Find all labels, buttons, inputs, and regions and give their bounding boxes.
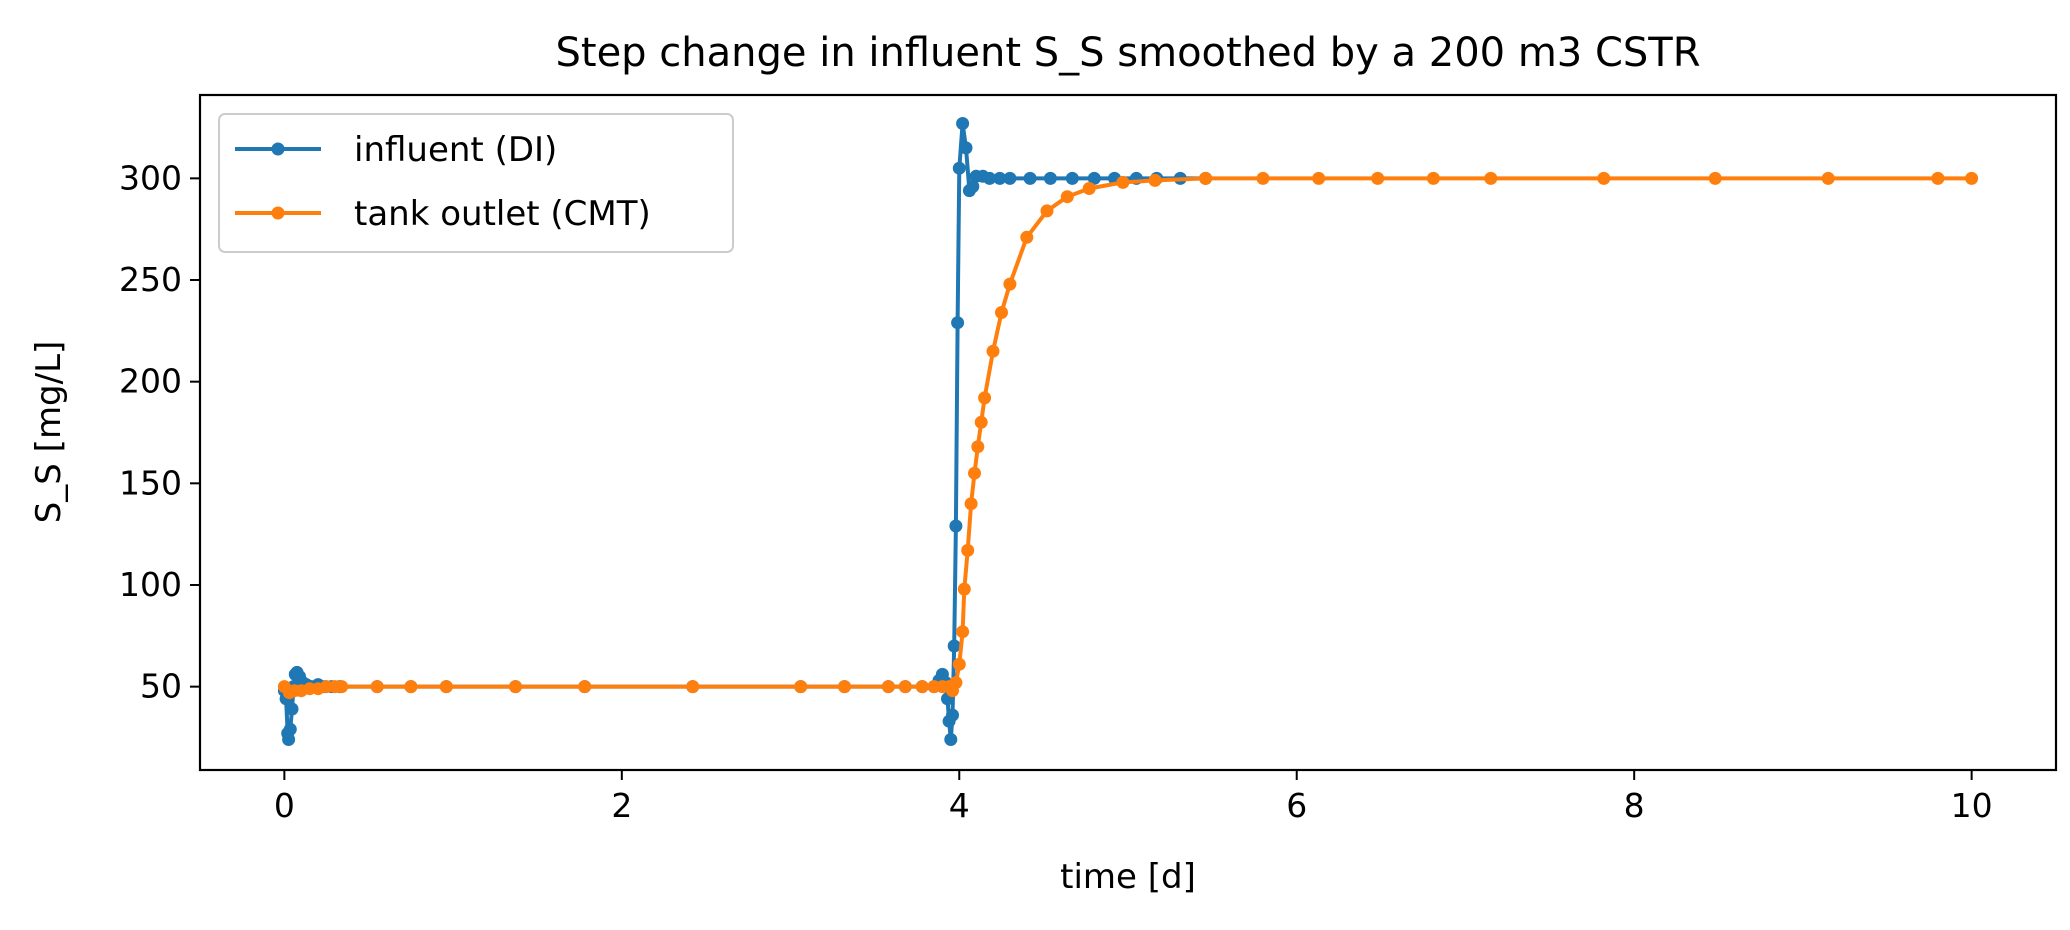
data-point <box>966 180 980 193</box>
data-point <box>1040 204 1054 218</box>
data-point <box>971 440 985 454</box>
data-point <box>978 391 992 405</box>
legend-label: tank outlet (CMT) <box>354 194 651 234</box>
data-point <box>1043 171 1057 185</box>
data-point <box>957 582 971 596</box>
series-tank-outlet <box>277 171 1979 700</box>
data-point <box>898 680 912 694</box>
data-point <box>1003 277 1017 291</box>
data-point <box>944 733 958 746</box>
y-tick-label: 200 <box>119 362 182 401</box>
legend-item: influent (DI) <box>235 130 557 170</box>
series-layer <box>277 117 1979 746</box>
data-point <box>578 680 592 694</box>
x-tick-label: 6 <box>1286 786 1307 825</box>
legend: influent (DI) tank outlet (CMT) <box>218 113 734 253</box>
data-point <box>838 680 851 694</box>
x-axis-label: time [d] <box>1060 857 1196 897</box>
chart-title: Step change in influent S_S smoothed by … <box>556 30 1701 76</box>
data-point <box>983 171 997 185</box>
data-point <box>949 519 963 533</box>
data-point <box>1116 175 1130 189</box>
data-point <box>1708 171 1722 185</box>
data-point <box>961 543 975 557</box>
data-point <box>509 680 522 694</box>
data-point <box>1256 171 1270 185</box>
data-point <box>881 680 895 694</box>
data-point <box>952 657 966 671</box>
data-point <box>1082 182 1096 195</box>
data-point <box>1371 171 1385 185</box>
data-point <box>1312 171 1326 185</box>
data-point <box>1065 171 1079 185</box>
legend-items: influent (DI) tank outlet (CMT) <box>235 130 651 234</box>
data-point <box>1199 171 1213 185</box>
data-point <box>946 708 959 722</box>
data-point <box>947 639 961 653</box>
data-point <box>995 306 1008 319</box>
data-point <box>1426 171 1440 185</box>
data-point <box>794 680 808 694</box>
data-point <box>1965 171 1979 185</box>
legend-item: tank outlet (CMT) <box>235 194 651 234</box>
data-point <box>1023 171 1037 185</box>
x-tick-label: 2 <box>611 786 632 825</box>
legend-label: influent (DI) <box>354 130 557 170</box>
x-tick-label: 0 <box>274 786 295 825</box>
data-point <box>1931 171 1945 185</box>
data-point <box>974 415 988 429</box>
data-point <box>986 344 1000 358</box>
data-point <box>1020 230 1034 244</box>
data-point <box>335 680 349 694</box>
data-point <box>915 680 929 694</box>
plot-frame <box>198 93 2058 772</box>
x-axis: 0 2 4 6 8 10 <box>274 770 1993 825</box>
data-point <box>1148 173 1162 187</box>
data-point <box>951 316 965 330</box>
data-point <box>282 733 296 746</box>
x-tick-label: 4 <box>949 786 970 825</box>
data-point <box>959 141 973 155</box>
data-point <box>952 161 966 175</box>
data-point <box>686 680 700 694</box>
legend-swatch-marker <box>271 206 285 220</box>
data-point <box>956 625 970 639</box>
y-tick-label: 250 <box>119 260 182 299</box>
data-point <box>956 117 970 130</box>
data-point <box>968 466 981 480</box>
data-point <box>1597 171 1611 185</box>
data-point <box>949 676 963 690</box>
data-point <box>1484 171 1498 185</box>
legend-swatch-marker <box>271 142 285 156</box>
y-tick-label: 100 <box>119 565 182 604</box>
y-axis: 50 100 150 200 250 300 <box>119 158 200 706</box>
data-point <box>1821 171 1835 185</box>
data-point <box>1003 171 1017 185</box>
x-tick-label: 10 <box>1951 786 1993 825</box>
y-tick-label: 300 <box>119 158 182 197</box>
data-point <box>439 680 453 694</box>
y-tick-label: 150 <box>119 463 182 502</box>
data-point <box>404 680 418 694</box>
x-tick-label: 8 <box>1624 786 1645 825</box>
data-point <box>370 680 384 694</box>
y-axis-label: S_S [mg/L] <box>29 341 69 524</box>
plot-area <box>198 93 2058 772</box>
data-point <box>993 171 1007 185</box>
data-point <box>964 497 978 511</box>
y-tick-label: 50 <box>140 667 182 706</box>
data-point <box>1087 171 1101 185</box>
data-point <box>285 702 299 716</box>
data-point <box>283 722 297 736</box>
legend-box <box>218 113 734 253</box>
data-point <box>1060 190 1074 204</box>
